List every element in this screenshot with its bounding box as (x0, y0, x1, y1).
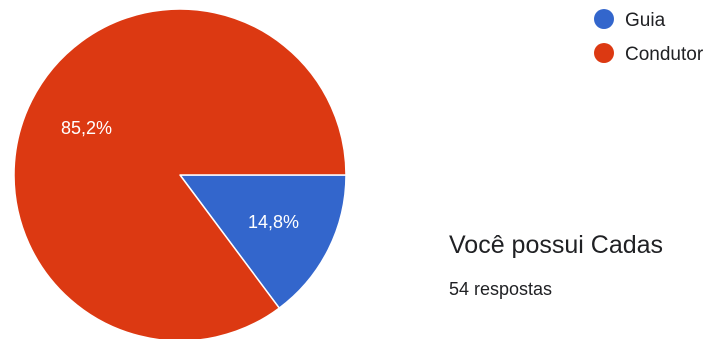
legend: Guia Condutor (594, 9, 704, 65)
legend-label-guia: Guia (625, 10, 666, 31)
legend-swatch-condutor (594, 43, 614, 63)
legend-swatch-guia (594, 9, 614, 29)
pie-data-labels: 14,8% 85,2% (61, 118, 299, 232)
response-count: 54 respostas (449, 279, 553, 299)
pie-label-condutor: 85,2% (61, 118, 112, 138)
pie-label-guia: 14,8% (248, 212, 299, 232)
legend-label-condutor: Condutor (625, 44, 704, 65)
pie-slices (13, 8, 347, 339)
question-title: Você possui Cadas (449, 231, 664, 259)
pie-slice-guia (179, 174, 347, 309)
